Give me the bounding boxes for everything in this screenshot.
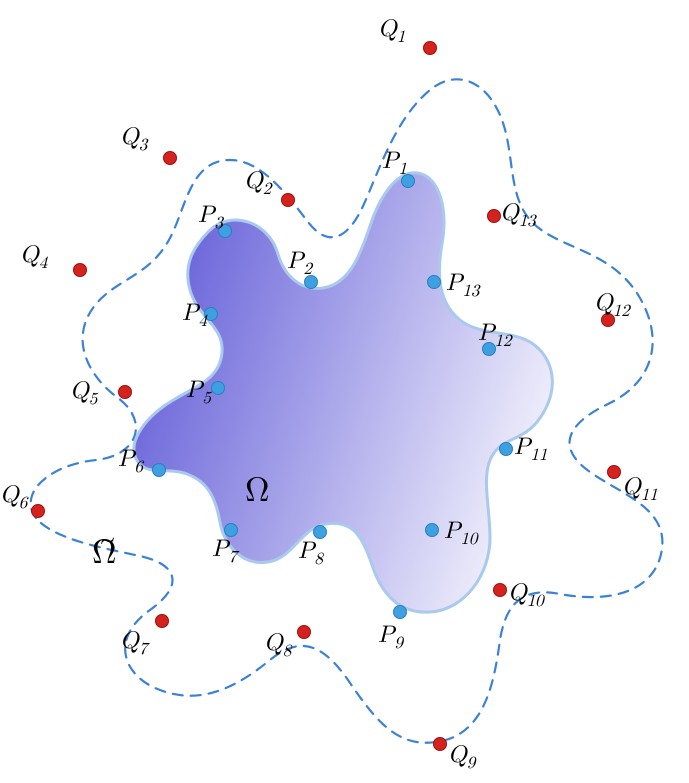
q-point-5 — [119, 386, 132, 399]
p-point-7 — [225, 524, 238, 537]
q-label-2: Q2 — [244, 169, 274, 198]
q-label-13: Q13 — [500, 201, 537, 230]
p-point-6 — [153, 464, 166, 477]
p-point-9 — [394, 606, 407, 619]
q-label-11: Q11 — [622, 475, 658, 504]
q-point-3 — [164, 152, 177, 165]
q-point-1 — [424, 42, 437, 55]
outer-region-label: Ω̃ — [92, 536, 117, 570]
p-point-11 — [500, 443, 513, 456]
q-label-12: Q12 — [594, 291, 632, 320]
p-label-11: P11 — [514, 435, 547, 464]
p-point-10 — [426, 524, 439, 537]
q-point-9 — [434, 738, 447, 751]
q-point-7 — [156, 615, 169, 628]
p-point-13 — [428, 276, 441, 289]
p-point-5 — [212, 382, 225, 395]
q-label-9: Q9 — [448, 743, 478, 772]
p-label-8: P8 — [298, 539, 324, 568]
p-label-13: P13 — [446, 271, 481, 300]
q-point-11 — [608, 466, 621, 479]
p-label-9: P9 — [378, 623, 405, 652]
q-point-8 — [298, 626, 311, 639]
q-label-3: Q3 — [120, 125, 149, 154]
q-label-6: Q6 — [0, 483, 29, 512]
q-label-8: Q8 — [264, 631, 293, 660]
q-point-10 — [494, 584, 507, 597]
q-point-4 — [74, 264, 87, 277]
q-point-2 — [282, 194, 295, 207]
q-point-6 — [32, 505, 45, 518]
p-point-8 — [314, 526, 327, 539]
inner-region-label: Ω — [245, 474, 270, 508]
p-label-2: P2 — [287, 249, 314, 278]
q-label-1: Q1 — [378, 17, 405, 46]
p-label-1: P1 — [382, 149, 407, 178]
q-label-5: Q5 — [70, 379, 99, 408]
q-point-13 — [488, 210, 501, 223]
q-label-4: Q4 — [20, 243, 49, 272]
